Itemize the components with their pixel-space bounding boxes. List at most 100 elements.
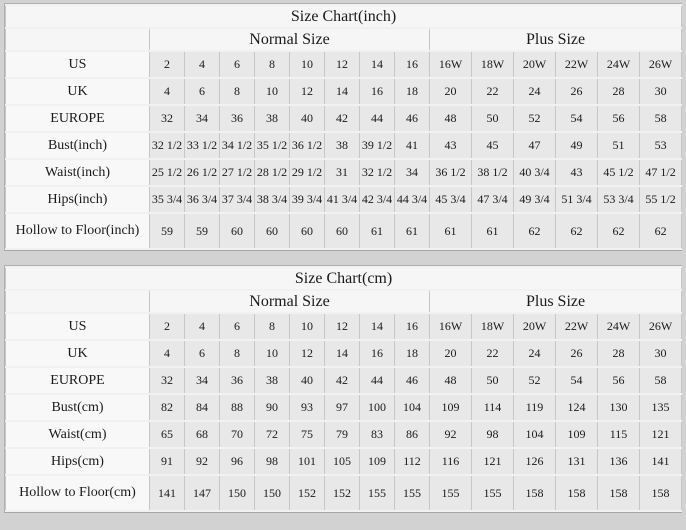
size-value-cell: 36 1/2 bbox=[429, 158, 472, 187]
size-value-cell: 35 1/2 bbox=[254, 131, 290, 160]
size-value-cell: 150 bbox=[219, 474, 255, 512]
size-value-cell: 41 3/4 bbox=[324, 185, 360, 214]
row-label: EUROPE bbox=[5, 366, 150, 395]
size-value-cell: 62 bbox=[513, 212, 556, 250]
size-value-cell: 6 bbox=[184, 77, 220, 106]
size-value-cell: 18W bbox=[471, 312, 514, 341]
size-value-cell: 28 bbox=[597, 77, 640, 106]
size-value-cell: 25 1/2 bbox=[149, 158, 185, 187]
column-group-header: Normal Size bbox=[149, 27, 430, 52]
size-value-cell: 79 bbox=[324, 420, 360, 449]
size-value-cell: 20W bbox=[513, 312, 556, 341]
size-value-cell: 10 bbox=[254, 339, 290, 368]
size-value-cell: 82 bbox=[149, 393, 185, 422]
row-label: EUROPE bbox=[5, 104, 150, 133]
size-value-cell: 158 bbox=[638, 474, 683, 512]
table-row: Hips(inch) 35 3/4 36 3/4 37 3/4 38 3/4 39 3/4… bbox=[5, 185, 683, 214]
size-value-cell: 6 bbox=[219, 312, 255, 341]
size-value-cell: 10 bbox=[289, 50, 325, 79]
size-value-cell: 51 bbox=[597, 131, 640, 160]
size-value-cell: 28 1/2 bbox=[254, 158, 290, 187]
row-label: Hollow to Floor(cm) bbox=[5, 474, 150, 512]
corner-cell bbox=[5, 289, 150, 314]
size-value-cell: 104 bbox=[394, 393, 430, 422]
row-label: Hips(cm) bbox=[5, 447, 150, 476]
row-label: Waist(inch) bbox=[5, 158, 150, 187]
table-row: Hips(cm) 91 92 96 98 101 105 109 112 116 121 126 131… bbox=[5, 447, 683, 476]
size-value-cell: 152 bbox=[324, 474, 360, 512]
size-value-cell: 22 bbox=[471, 77, 514, 106]
size-value-cell: 56 bbox=[597, 104, 640, 133]
size-value-cell: 105 bbox=[324, 447, 360, 476]
size-value-cell: 26 1/2 bbox=[184, 158, 220, 187]
size-chart-inch-section: Size Chart(inch) Normal Size Plus Size US 2 4… bbox=[4, 3, 683, 251]
size-value-cell: 18 bbox=[394, 77, 430, 106]
size-value-cell: 36 bbox=[219, 104, 255, 133]
table-row: UK 4 6 8 10 12 14 16 18 20 22 24 26 28 30 bbox=[5, 339, 683, 368]
size-value-cell: 31 bbox=[324, 158, 360, 187]
size-value-cell: 16W bbox=[429, 50, 472, 79]
size-value-cell: 59 bbox=[149, 212, 185, 250]
table-row: Hollow to Floor(cm) 141 147 150 150 152 152 155… bbox=[5, 474, 683, 512]
size-value-cell: 26W bbox=[638, 50, 683, 79]
size-value-cell: 101 bbox=[289, 447, 325, 476]
size-value-cell: 40 3/4 bbox=[513, 158, 556, 187]
size-value-cell: 12 bbox=[289, 339, 325, 368]
size-value-cell: 36 1/2 bbox=[289, 131, 325, 160]
size-value-cell: 124 bbox=[555, 393, 598, 422]
row-label: Waist(cm) bbox=[5, 420, 150, 449]
size-value-cell: 29 1/2 bbox=[289, 158, 325, 187]
size-value-cell: 61 bbox=[359, 212, 395, 250]
size-value-cell: 121 bbox=[471, 447, 514, 476]
size-value-cell: 32 bbox=[149, 104, 185, 133]
size-value-cell: 141 bbox=[149, 474, 185, 512]
size-value-cell: 48 bbox=[429, 366, 472, 395]
size-value-cell: 136 bbox=[597, 447, 640, 476]
size-value-cell: 51 3/4 bbox=[555, 185, 598, 214]
size-value-cell: 119 bbox=[513, 393, 556, 422]
size-value-cell: 24 bbox=[513, 339, 556, 368]
size-value-cell: 60 bbox=[289, 212, 325, 250]
corner-cell bbox=[5, 27, 150, 52]
size-value-cell: 35 3/4 bbox=[149, 185, 185, 214]
size-value-cell: 37 3/4 bbox=[219, 185, 255, 214]
size-value-cell: 92 bbox=[429, 420, 472, 449]
size-value-cell: 14 bbox=[324, 339, 360, 368]
table-row: Waist(cm) 65 68 70 72 75 79 83 86 92 98 104 109 115 12… bbox=[5, 420, 683, 449]
size-value-cell: 38 bbox=[254, 366, 290, 395]
size-value-cell: 147 bbox=[184, 474, 220, 512]
row-label: Bust(cm) bbox=[5, 393, 150, 422]
chart-title: Size Chart(cm) bbox=[4, 266, 683, 291]
size-value-cell: 20 bbox=[429, 77, 472, 106]
size-value-cell: 48 bbox=[429, 104, 472, 133]
size-value-cell: 38 bbox=[254, 104, 290, 133]
size-value-cell: 16 bbox=[359, 339, 395, 368]
row-label: Hips(inch) bbox=[5, 185, 150, 214]
size-value-cell: 26 bbox=[555, 77, 598, 106]
size-value-cell: 50 bbox=[471, 366, 514, 395]
size-value-cell: 60 bbox=[219, 212, 255, 250]
size-value-cell: 38 3/4 bbox=[254, 185, 290, 214]
size-value-cell: 40 bbox=[289, 104, 325, 133]
size-value-cell: 56 bbox=[597, 366, 640, 395]
size-value-cell: 54 bbox=[555, 104, 598, 133]
size-value-cell: 39 3/4 bbox=[289, 185, 325, 214]
size-value-cell: 12 bbox=[289, 77, 325, 106]
size-value-cell: 152 bbox=[289, 474, 325, 512]
size-value-cell: 46 bbox=[394, 104, 430, 133]
size-value-cell: 26 bbox=[555, 339, 598, 368]
size-value-cell: 53 bbox=[638, 131, 683, 160]
size-value-cell: 126 bbox=[513, 447, 556, 476]
size-value-cell: 100 bbox=[359, 393, 395, 422]
table-row: Waist(inch) 25 1/2 26 1/2 27 1/2 28 1/2 29 1/… bbox=[5, 158, 683, 187]
size-value-cell: 60 bbox=[324, 212, 360, 250]
size-value-cell: 47 bbox=[513, 131, 556, 160]
size-value-cell: 112 bbox=[394, 447, 430, 476]
size-value-cell: 22W bbox=[555, 50, 598, 79]
size-value-cell: 10 bbox=[289, 312, 325, 341]
size-value-cell: 91 bbox=[149, 447, 185, 476]
size-value-cell: 24W bbox=[597, 312, 640, 341]
size-value-cell: 96 bbox=[219, 447, 255, 476]
size-value-cell: 131 bbox=[555, 447, 598, 476]
